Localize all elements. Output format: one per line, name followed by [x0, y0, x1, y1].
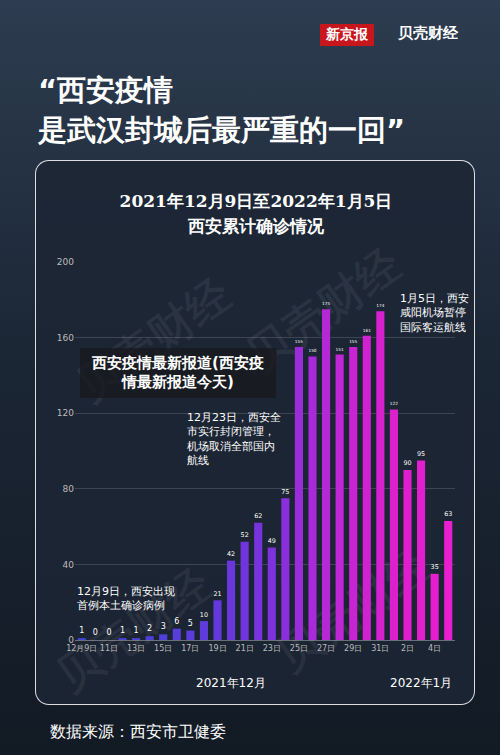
svg-text:12月9日: 12月9日	[66, 644, 97, 653]
svg-text:12月23日，西安全市实行封闭管理，机场取消全部国内航线: 12月23日，西安全市实行封闭管理，机场取消全部国内航线	[187, 411, 281, 467]
svg-text:1月5日，西安咸阳机场暂停国际客运航线: 1月5日，西安咸阳机场暂停国际客运航线	[400, 292, 469, 334]
svg-text:52: 52	[241, 531, 249, 539]
svg-text:80: 80	[63, 484, 75, 494]
svg-text:5: 5	[188, 619, 193, 628]
svg-text:62: 62	[254, 512, 262, 520]
svg-text:3: 3	[161, 622, 166, 631]
svg-text:90: 90	[403, 459, 411, 467]
svg-text:175: 175	[322, 301, 330, 306]
svg-text:2日: 2日	[401, 644, 414, 653]
svg-text:42: 42	[227, 550, 235, 558]
svg-text:155: 155	[295, 339, 303, 344]
svg-text:120: 120	[57, 408, 74, 418]
svg-text:2021年12月: 2021年12月	[196, 676, 266, 690]
svg-text:6: 6	[174, 617, 179, 626]
svg-text:155: 155	[349, 339, 357, 344]
svg-text:27日: 27日	[317, 644, 335, 653]
svg-text:1: 1	[79, 626, 84, 635]
svg-text:2: 2	[147, 624, 152, 633]
svg-text:122: 122	[390, 401, 398, 406]
svg-text:12月9日，西安出现首例本土确诊病例: 12月9日，西安出现首例本土确诊病例	[77, 585, 175, 612]
svg-text:174: 174	[376, 303, 384, 308]
svg-text:63: 63	[444, 510, 452, 518]
svg-text:15日: 15日	[154, 644, 172, 653]
svg-text:160: 160	[57, 333, 74, 343]
svg-text:1: 1	[134, 626, 139, 635]
svg-text:10: 10	[200, 611, 208, 619]
svg-text:151: 151	[336, 347, 344, 352]
svg-text:200: 200	[57, 257, 74, 267]
svg-text:0: 0	[106, 628, 111, 637]
svg-text:0: 0	[93, 628, 98, 637]
svg-text:21: 21	[213, 590, 221, 598]
svg-text:95: 95	[417, 450, 425, 458]
svg-text:75: 75	[281, 488, 289, 496]
svg-text:31日: 31日	[371, 644, 389, 653]
svg-text:49: 49	[268, 537, 276, 545]
svg-text:161: 161	[363, 328, 371, 333]
svg-text:11日: 11日	[100, 644, 118, 653]
svg-text:13日: 13日	[127, 644, 145, 653]
svg-text:1: 1	[120, 626, 125, 635]
svg-text:29日: 29日	[344, 644, 362, 653]
svg-text:19日: 19日	[208, 644, 226, 653]
svg-text:4日: 4日	[428, 644, 441, 653]
svg-text:25日: 25日	[290, 644, 308, 653]
svg-text:35: 35	[431, 563, 439, 571]
svg-text:23日: 23日	[263, 644, 281, 653]
svg-text:40: 40	[63, 560, 75, 570]
svg-text:21日: 21日	[236, 644, 254, 653]
svg-text:2022年1月: 2022年1月	[390, 676, 452, 690]
svg-text:150: 150	[308, 348, 316, 353]
svg-text:0: 0	[68, 635, 74, 645]
svg-text:17日: 17日	[181, 644, 199, 653]
